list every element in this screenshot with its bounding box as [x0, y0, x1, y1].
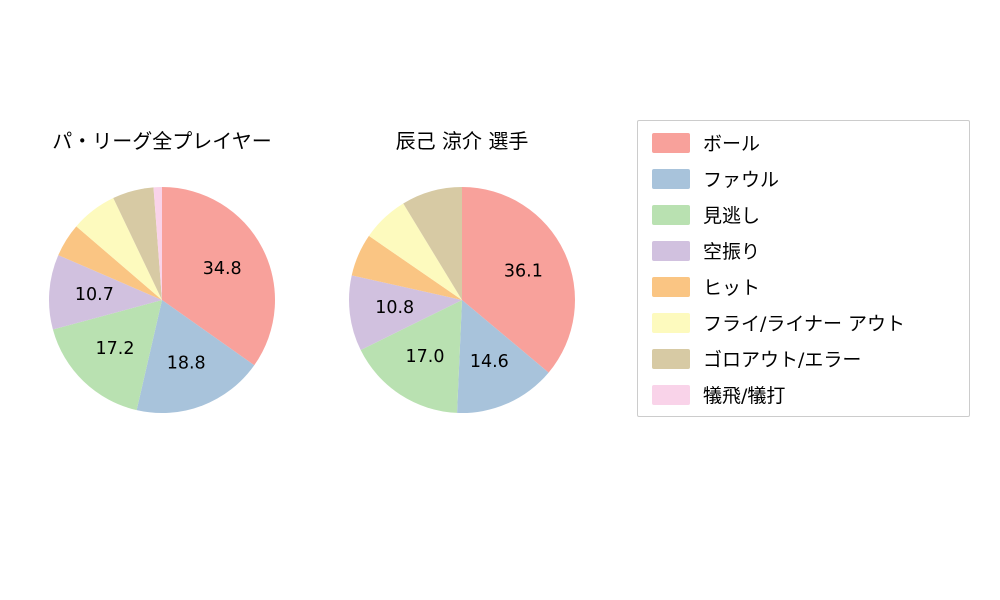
legend-item-hit: ヒット: [638, 269, 969, 305]
legend-item-groundout-error: ゴロアウト/エラー: [638, 341, 969, 377]
pie-slice: [136, 300, 255, 413]
legend-label-swinging-miss: 空振り: [703, 241, 761, 263]
legend-label-hit: ヒット: [703, 277, 761, 299]
pie-slice: [76, 198, 162, 300]
legend-label-groundout-error: ゴロアウト/エラー: [703, 349, 862, 371]
chart-title-right: 辰己 涼介 選手: [395, 129, 529, 153]
pie-chart-league-all-players: 34.8 18.8 17.2 10.7: [48, 187, 276, 413]
legend-label-called-strike: 見逃し: [703, 205, 761, 227]
legend-label-ball: ボール: [703, 133, 761, 155]
legend: ボール ファウル 見逃し 空振り ヒット フライ/ライナー アウト ゴロアウト/…: [637, 120, 970, 417]
pie-value-label: 10.8: [375, 298, 414, 318]
pie-slice: [368, 203, 462, 300]
legend-label-sacrifice: 犠飛/犠打: [703, 385, 786, 407]
legend-swatch-groundout-error: [652, 348, 690, 369]
pie-value-label: 18.8: [167, 353, 206, 373]
legend-swatch-ball: [652, 132, 690, 153]
pie-value-label: 17.0: [406, 347, 445, 367]
legend-label-foul: ファウル: [703, 169, 780, 191]
legend-swatch-foul: [652, 168, 690, 189]
legend-label-fly-liner-out: フライ/ライナー アウト: [703, 313, 906, 335]
pie-slice: [113, 187, 162, 300]
pie-slice: [462, 187, 575, 373]
legend-item-sacrifice: 犠飛/犠打: [638, 377, 969, 413]
legend-swatch-called-strike: [652, 204, 690, 225]
legend-swatch-fly-liner-out: [652, 312, 690, 333]
pie-slice: [153, 187, 162, 300]
legend-swatch-hit: [652, 276, 690, 297]
pie-slice: [348, 275, 462, 351]
pie-slice: [58, 226, 162, 300]
legend-item-fly-liner-out: フライ/ライナー アウト: [638, 305, 969, 341]
legend-item-swinging-miss: 空振り: [638, 233, 969, 269]
chart-title-left: パ・リーグ全プレイヤー: [52, 129, 272, 153]
pie-value-label: 17.2: [96, 339, 135, 359]
pie-slice: [52, 300, 162, 411]
pie-slice: [360, 300, 462, 413]
pie-slice: [162, 187, 276, 366]
legend-item-foul: ファウル: [638, 161, 969, 197]
pie-slice: [48, 255, 162, 330]
legend-swatch-swinging-miss: [652, 240, 690, 261]
pie-slice: [351, 235, 462, 300]
pie-slice: [457, 300, 549, 413]
pie-value-label: 36.1: [504, 261, 543, 281]
legend-swatch-sacrifice: [652, 384, 690, 405]
legend-item-called-strike: 見逃し: [638, 197, 969, 233]
pie-chart-tatsumi-ryosuke: 36.1 14.6 17.0 10.8: [348, 187, 575, 413]
pie-value-label: 10.7: [75, 285, 114, 305]
legend-item-ball: ボール: [638, 125, 969, 161]
pie-value-label: 14.6: [470, 352, 509, 372]
pie-slice: [403, 187, 462, 300]
pie-value-label: 34.8: [203, 259, 242, 279]
